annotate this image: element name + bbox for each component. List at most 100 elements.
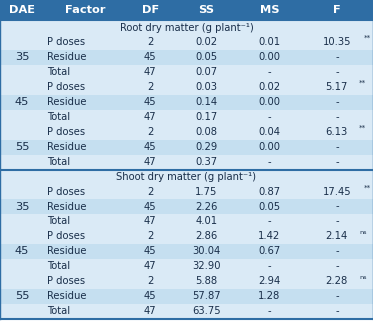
- Bar: [175, 184, 238, 199]
- Text: 47: 47: [144, 216, 157, 226]
- Bar: [44, 155, 126, 170]
- Bar: [0, 50, 44, 65]
- Bar: [126, 80, 175, 95]
- Text: 4.01: 4.01: [195, 216, 217, 226]
- Text: 35: 35: [15, 202, 29, 212]
- Bar: [0, 214, 44, 229]
- Bar: [126, 259, 175, 274]
- Text: 0.00: 0.00: [258, 97, 280, 107]
- Bar: [238, 214, 301, 229]
- Text: 63.75: 63.75: [192, 306, 220, 316]
- Text: P doses: P doses: [47, 232, 85, 241]
- Text: 0.02: 0.02: [195, 38, 217, 47]
- Bar: [175, 155, 238, 170]
- Text: Total: Total: [47, 306, 70, 316]
- Bar: [301, 0, 373, 20]
- Text: Residue: Residue: [47, 142, 87, 152]
- Text: 0.17: 0.17: [195, 112, 217, 122]
- Text: 6.13: 6.13: [326, 127, 348, 137]
- Bar: [238, 110, 301, 125]
- Text: 47: 47: [144, 262, 157, 271]
- Bar: [126, 125, 175, 139]
- Bar: [175, 139, 238, 155]
- Bar: [238, 0, 301, 20]
- Bar: [0, 65, 44, 80]
- Text: -: -: [335, 52, 339, 62]
- Bar: [0, 110, 44, 125]
- Text: 0.03: 0.03: [195, 82, 217, 92]
- Text: -: -: [335, 142, 339, 152]
- Text: 45: 45: [15, 246, 29, 256]
- Bar: [301, 65, 373, 80]
- Bar: [126, 229, 175, 244]
- Bar: [301, 125, 373, 139]
- Bar: [44, 274, 126, 289]
- Bar: [175, 229, 238, 244]
- Bar: [238, 65, 301, 80]
- Text: 2: 2: [147, 127, 154, 137]
- Bar: [44, 110, 126, 125]
- Text: 2.14: 2.14: [326, 232, 348, 241]
- Bar: [175, 0, 238, 20]
- Text: 0.14: 0.14: [195, 97, 217, 107]
- Bar: [301, 289, 373, 304]
- Text: SS: SS: [198, 5, 214, 15]
- Text: 1.28: 1.28: [258, 291, 280, 301]
- Bar: [0, 289, 44, 304]
- Bar: [175, 110, 238, 125]
- Bar: [238, 80, 301, 95]
- Bar: [238, 274, 301, 289]
- Bar: [126, 199, 175, 214]
- Bar: [238, 289, 301, 304]
- Text: 2: 2: [147, 38, 154, 47]
- Text: P doses: P doses: [47, 276, 85, 286]
- Bar: [175, 65, 238, 80]
- Bar: [126, 95, 175, 110]
- Text: 2.94: 2.94: [258, 276, 280, 286]
- Bar: [301, 199, 373, 214]
- Bar: [44, 65, 126, 80]
- Bar: [175, 199, 238, 214]
- Bar: [126, 139, 175, 155]
- Text: ns: ns: [359, 275, 367, 280]
- Text: P doses: P doses: [47, 38, 85, 47]
- Bar: [44, 199, 126, 214]
- Bar: [0, 304, 44, 319]
- Bar: [44, 289, 126, 304]
- Bar: [238, 35, 301, 50]
- Text: MS: MS: [260, 5, 279, 15]
- Text: 0.05: 0.05: [258, 202, 280, 212]
- Bar: [44, 80, 126, 95]
- Text: 10.35: 10.35: [323, 38, 351, 47]
- Text: 0.02: 0.02: [258, 82, 280, 92]
- Text: 55: 55: [15, 142, 29, 152]
- Text: Residue: Residue: [47, 52, 87, 62]
- Bar: [301, 80, 373, 95]
- Bar: [238, 244, 301, 259]
- Text: 47: 47: [144, 112, 157, 122]
- Text: 45: 45: [144, 291, 157, 301]
- Text: 2: 2: [147, 232, 154, 241]
- Text: -: -: [335, 246, 339, 256]
- Bar: [44, 184, 126, 199]
- Bar: [0, 35, 44, 50]
- Text: 0.67: 0.67: [258, 246, 280, 256]
- Bar: [301, 244, 373, 259]
- Bar: [44, 0, 126, 20]
- Text: -: -: [267, 157, 271, 167]
- Text: 57.87: 57.87: [192, 291, 220, 301]
- Bar: [301, 35, 373, 50]
- Bar: [301, 184, 373, 199]
- Bar: [238, 199, 301, 214]
- Text: -: -: [267, 112, 271, 122]
- Text: 45: 45: [144, 246, 157, 256]
- Text: 47: 47: [144, 67, 157, 77]
- Text: 1.75: 1.75: [195, 187, 217, 196]
- Text: **: **: [364, 184, 372, 190]
- Text: 0.37: 0.37: [195, 157, 217, 167]
- Text: P doses: P doses: [47, 127, 85, 137]
- Text: -: -: [335, 306, 339, 316]
- Bar: [0, 170, 373, 184]
- Bar: [126, 184, 175, 199]
- Text: -: -: [335, 97, 339, 107]
